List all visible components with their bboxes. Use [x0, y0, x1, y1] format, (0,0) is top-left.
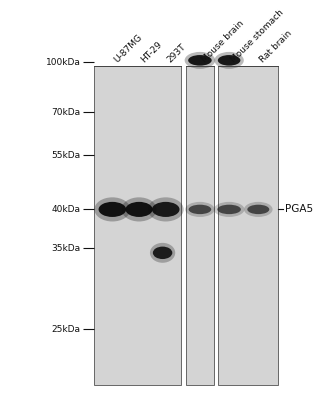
- Text: Mouse stomach: Mouse stomach: [229, 8, 286, 64]
- Text: Mouse brain: Mouse brain: [200, 18, 246, 64]
- Ellipse shape: [125, 202, 152, 217]
- Bar: [94, 66, 182, 385]
- Ellipse shape: [153, 246, 172, 259]
- Ellipse shape: [148, 197, 184, 222]
- Ellipse shape: [122, 197, 157, 222]
- Text: PGA5: PGA5: [285, 204, 313, 214]
- Text: Rat brain: Rat brain: [258, 28, 294, 64]
- Ellipse shape: [189, 205, 211, 214]
- Ellipse shape: [99, 202, 126, 217]
- Ellipse shape: [244, 202, 273, 217]
- Text: 55kDa: 55kDa: [52, 151, 81, 160]
- Ellipse shape: [188, 55, 212, 66]
- Text: 293T: 293T: [166, 42, 188, 64]
- Ellipse shape: [247, 205, 269, 214]
- Ellipse shape: [218, 55, 241, 66]
- Ellipse shape: [150, 243, 175, 263]
- Ellipse shape: [185, 202, 215, 217]
- Text: 40kDa: 40kDa: [52, 205, 81, 214]
- Bar: [186, 66, 214, 385]
- Text: U-87MG: U-87MG: [112, 32, 144, 64]
- Ellipse shape: [214, 52, 244, 69]
- Text: HT-29: HT-29: [139, 40, 164, 64]
- Text: 25kDa: 25kDa: [52, 324, 81, 334]
- Text: 35kDa: 35kDa: [52, 244, 81, 253]
- Text: 100kDa: 100kDa: [46, 58, 81, 67]
- Ellipse shape: [94, 197, 130, 222]
- Ellipse shape: [214, 202, 244, 217]
- Text: 70kDa: 70kDa: [52, 108, 81, 117]
- Ellipse shape: [217, 205, 241, 214]
- Bar: [219, 66, 278, 385]
- Ellipse shape: [152, 202, 180, 217]
- Ellipse shape: [185, 52, 215, 69]
